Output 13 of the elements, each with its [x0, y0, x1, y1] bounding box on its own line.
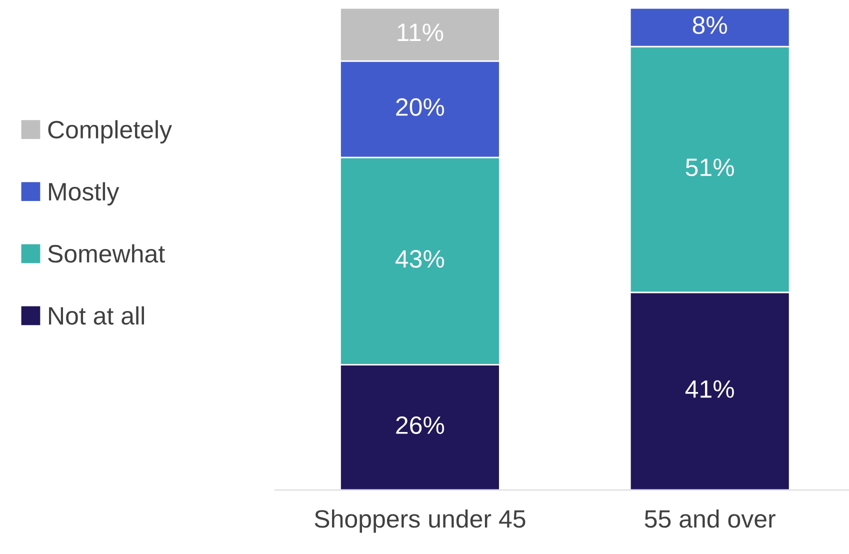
data-label: 8% [692, 16, 728, 34]
data-label: 43% [396, 250, 444, 268]
x-tick-label: 55 and over [644, 509, 776, 528]
data-label: 51% [686, 158, 734, 176]
legend-label: Mostly [49, 182, 120, 206]
data-label: 20% [396, 98, 444, 116]
data-label: 11% [398, 24, 444, 42]
data-label: 41% [685, 380, 734, 398]
data-label: 26% [396, 416, 444, 434]
x-tick-label: Shoppers under 45 [314, 509, 526, 533]
legend-label: Completely [48, 120, 172, 144]
legend-label: Not at all [49, 306, 144, 325]
legend-label: Somewhat [48, 244, 165, 263]
